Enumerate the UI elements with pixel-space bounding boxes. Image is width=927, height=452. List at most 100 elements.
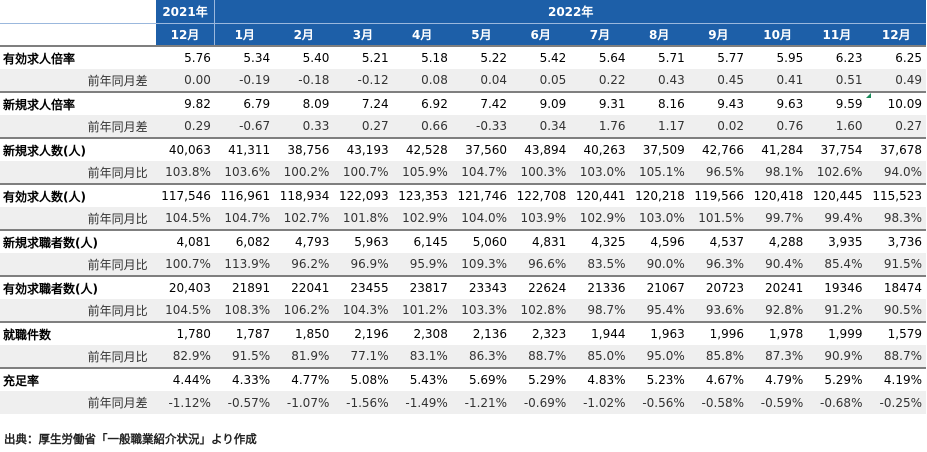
subrow-label: 前年同月比 — [0, 207, 156, 230]
change-cell: 105.1% — [629, 161, 689, 184]
value-cell: 5,963 — [333, 229, 393, 253]
value-cell: 5.22 — [451, 45, 512, 69]
change-cell: -1.07% — [274, 391, 334, 414]
employment-stats-table: 2021年 2022年 12月 1月 2月 3月 4月 5月 6月 7月 8月 9月 10月 11月 12月… — [0, 0, 926, 414]
value-cell: 115,523 — [866, 183, 926, 207]
change-cell: 90.0% — [629, 253, 689, 276]
change-cell: 0.05 — [511, 69, 571, 92]
change-cell: 96.3% — [688, 253, 748, 276]
change-cell: 104.5% — [155, 207, 215, 230]
table-subrow: 前年同月差 0.29 -0.67 0.33 0.27 0.66 -0.33 0.34 1.76 1… — [0, 115, 926, 138]
value-cell: 4,288 — [748, 229, 808, 253]
change-cell: 113.9% — [214, 253, 275, 276]
value-cell: 123,353 — [392, 183, 452, 207]
change-cell: 92.8% — [748, 299, 808, 322]
value-cell: 40,063 — [155, 137, 215, 161]
value-cell: 119,566 — [688, 183, 748, 207]
value-cell: 18474 — [866, 275, 926, 299]
change-cell: -0.57% — [214, 391, 275, 414]
value-cell: 5.29% — [511, 367, 571, 391]
value-cell: 122,708 — [511, 183, 571, 207]
row-label: 有効求職者数(人) — [0, 275, 156, 299]
value-cell: 4.83% — [570, 367, 630, 391]
row-label: 就職件数 — [0, 321, 156, 345]
change-cell: 85.4% — [807, 253, 867, 276]
change-cell: 0.33 — [274, 115, 334, 138]
value-cell: 1,999 — [807, 321, 867, 345]
change-cell: 90.4% — [748, 253, 808, 276]
table-row: 有効求人倍率 5.76 5.34 5.40 5.21 5.18 5.22 5.42 5.64 5.… — [0, 45, 926, 69]
value-cell: 4.67% — [688, 367, 748, 391]
value-cell: 122,093 — [333, 183, 393, 207]
value-cell: 9.82 — [155, 91, 215, 115]
change-cell: 96.9% — [333, 253, 393, 276]
change-cell: 96.5% — [688, 161, 748, 184]
change-cell: 98.3% — [866, 207, 926, 230]
change-cell: 95.4% — [629, 299, 689, 322]
change-cell: 102.7% — [274, 207, 334, 230]
change-cell: 90.5% — [866, 299, 926, 322]
change-cell: 109.3% — [451, 253, 512, 276]
change-cell: 104.5% — [155, 299, 215, 322]
value-cell: 4,596 — [629, 229, 689, 253]
subrow-label: 前年同月比 — [0, 161, 156, 184]
change-cell: 0.76 — [748, 115, 808, 138]
subrow-label: 前年同月差 — [0, 391, 156, 414]
change-cell: 0.43 — [629, 69, 689, 92]
change-cell: 95.0% — [629, 345, 689, 368]
month-header: 3月 — [333, 23, 393, 46]
change-cell: 88.7% — [511, 345, 571, 368]
value-cell: 19346 — [807, 275, 867, 299]
table-subrow: 前年同月比 103.8% 103.6% 100.2% 100.7% 105.9% 104.7… — [0, 161, 926, 184]
table-row: 新規求人数(人) 40,063 41,311 38,756 43,193 42,528 37… — [0, 137, 926, 161]
comment-marker-icon — [866, 94, 872, 98]
value-cell: 42,766 — [688, 137, 748, 161]
change-cell: 100.7% — [333, 161, 393, 184]
change-cell: 104.7% — [214, 207, 275, 230]
value-cell: 3,736 — [866, 229, 926, 253]
change-cell: 103.0% — [570, 161, 630, 184]
table-subrow: 前年同月比 82.9% 91.5% 81.9% 77.1% 83.1% 86.3% 88.7%… — [0, 345, 926, 368]
value-cell: 4.44% — [155, 367, 215, 391]
change-cell: -0.18 — [274, 69, 334, 92]
value-cell: 120,418 — [748, 183, 808, 207]
change-cell: 90.9% — [807, 345, 867, 368]
subrow-label: 前年同月差 — [0, 115, 156, 138]
value-cell: 2,323 — [511, 321, 571, 345]
header-corner-cell — [0, 0, 156, 24]
value-cell: 6.92 — [392, 91, 452, 115]
change-cell: 96.2% — [274, 253, 334, 276]
value-cell: 5,060 — [451, 229, 512, 253]
change-cell: 0.27 — [866, 115, 926, 138]
table-subrow: 前年同月比 104.5% 104.7% 102.7% 101.8% 102.9% 104.0… — [0, 207, 926, 230]
value-cell: 6.23 — [807, 45, 867, 69]
value-cell: 2,196 — [333, 321, 393, 345]
value-cell: 8.16 — [629, 91, 689, 115]
value-cell: 40,263 — [570, 137, 630, 161]
change-cell: 0.51 — [807, 69, 867, 92]
row-label: 新規求人数(人) — [0, 137, 156, 161]
change-cell: -0.56% — [629, 391, 689, 414]
value-cell: 37,678 — [866, 137, 926, 161]
change-cell: 0.29 — [155, 115, 215, 138]
value-cell: 7.24 — [333, 91, 393, 115]
change-cell: -0.68% — [807, 391, 867, 414]
change-cell: 100.7% — [155, 253, 215, 276]
value-cell: 23455 — [333, 275, 393, 299]
month-header: 8月 — [629, 23, 689, 46]
value-cell: 7.42 — [451, 91, 512, 115]
change-cell: 0.02 — [688, 115, 748, 138]
value-cell: 23817 — [392, 275, 452, 299]
change-cell: 95.9% — [392, 253, 452, 276]
subrow-label: 前年同月差 — [0, 69, 156, 92]
change-cell: -0.59% — [748, 391, 808, 414]
change-cell: -0.69% — [511, 391, 571, 414]
change-cell: 91.5% — [866, 253, 926, 276]
change-cell: 0.22 — [570, 69, 630, 92]
change-cell: 83.5% — [570, 253, 630, 276]
header-corner-cell — [0, 23, 156, 46]
value-cell: 37,560 — [451, 137, 512, 161]
value-cell: 4,081 — [155, 229, 215, 253]
change-cell: 91.2% — [807, 299, 867, 322]
header-month-row: 12月 1月 2月 3月 4月 5月 6月 7月 8月 9月 10月 11月 12月 — [0, 23, 926, 46]
